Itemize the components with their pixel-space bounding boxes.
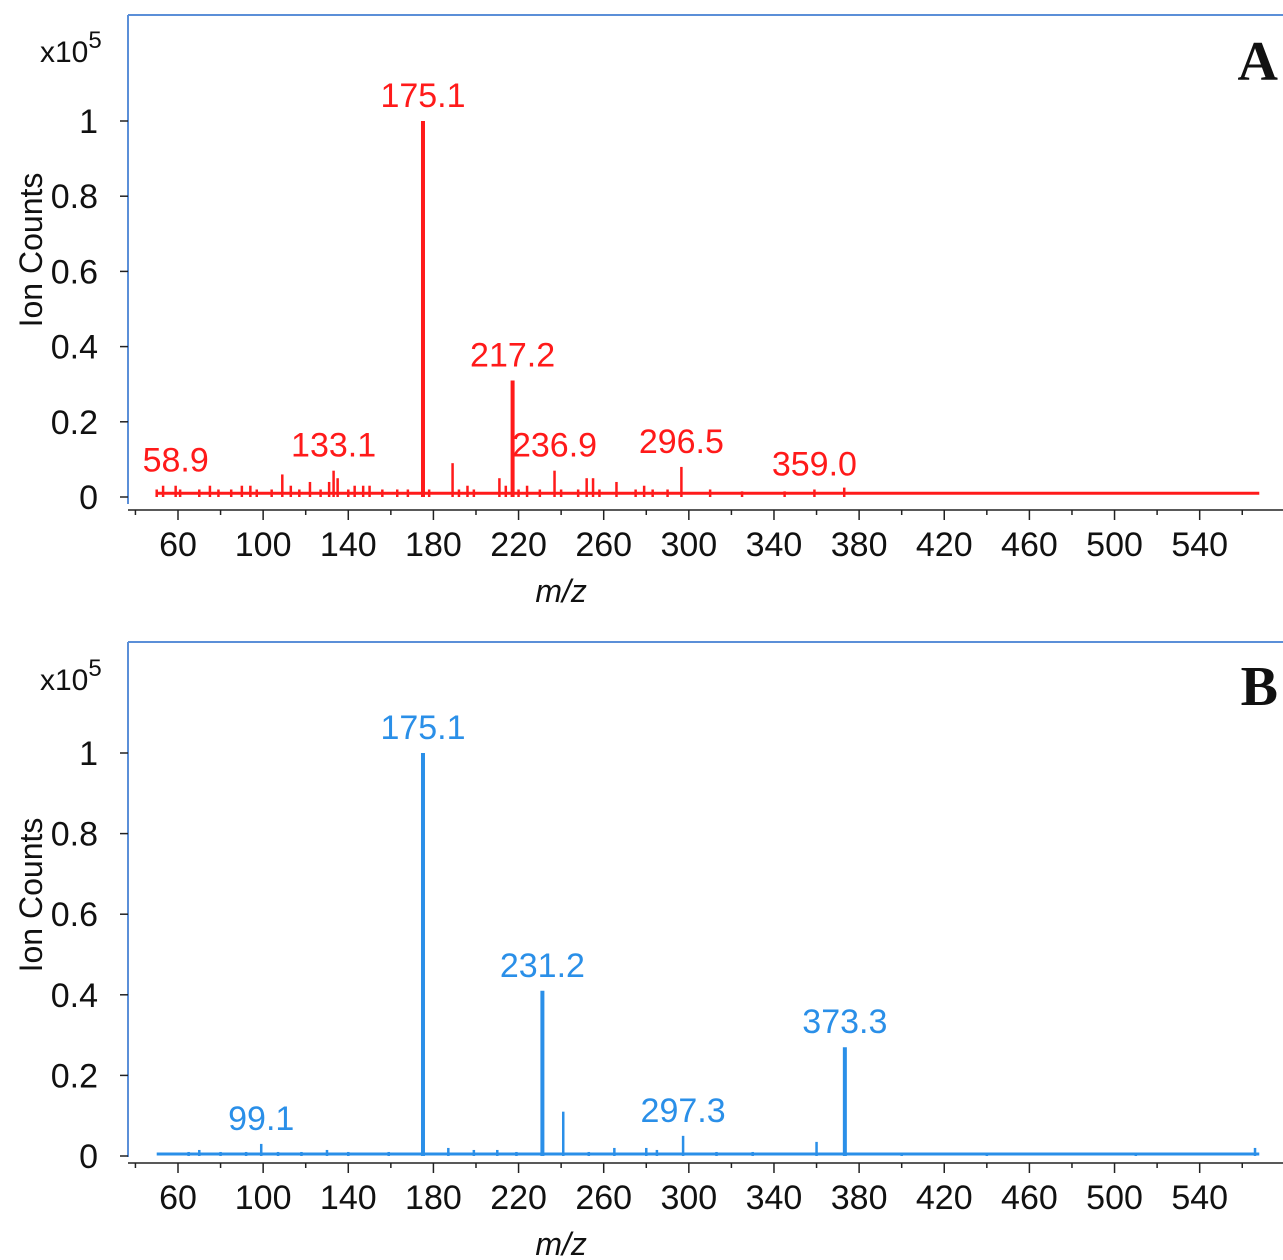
peak-label: 373.3 (802, 1003, 887, 1041)
y-tick-label: 0.8 (51, 816, 98, 854)
x-tick-label: 300 (660, 1179, 717, 1217)
y-tick-label: 0 (79, 1138, 98, 1176)
peak-label: 175.1 (380, 77, 465, 115)
x-tick-label: 260 (575, 1179, 632, 1217)
y-tick-label: 0.6 (51, 253, 98, 291)
panel-letter: B (1241, 656, 1278, 718)
peak-label: 359.0 (772, 445, 857, 483)
y-axis-title: Ion Counts (13, 818, 49, 973)
y-tick-label: 1 (79, 735, 98, 773)
y-tick-label: 0.4 (51, 329, 98, 367)
x-tick-label: 140 (320, 1179, 377, 1217)
y-tick-label: 0.2 (51, 404, 98, 442)
x-tick-label: 180 (405, 1179, 462, 1217)
peak-label: 133.1 (291, 427, 376, 465)
x-tick-label: 140 (320, 526, 377, 564)
x-tick-label: 60 (159, 1179, 197, 1217)
y-tick-label: 1 (79, 103, 98, 141)
chart-panel-b: 60 100 140 180 220 260 300 340 380 420 460 500 540 0 0… (13, 641, 1283, 1260)
x-axis-title: m/z (535, 573, 587, 609)
peak-label: 236.9 (512, 427, 597, 465)
chart-panel-a: 60 100 140 180 220 260 300 340 380 420 460 500 540 0 0… (13, 14, 1283, 609)
x-tick-label: 380 (831, 526, 888, 564)
x-tick-label: 340 (746, 1179, 803, 1217)
y-tick-label: 0.4 (51, 977, 98, 1015)
y-scale-factor: x105 (40, 27, 102, 69)
x-tick-label: 340 (746, 526, 803, 564)
y-tick-label: 0.6 (51, 896, 98, 934)
x-tick-label: 540 (1171, 1179, 1228, 1217)
x-tick-label: 180 (405, 526, 462, 564)
y-tick-label: 0.2 (51, 1057, 98, 1095)
x-tick-label: 60 (159, 526, 197, 564)
peak-label: 231.2 (500, 947, 585, 985)
x-tick-label: 300 (660, 526, 717, 564)
x-tick-label: 500 (1086, 526, 1143, 564)
y-tick-label: 0 (79, 479, 98, 517)
panel-letter: A (1238, 31, 1279, 93)
x-tick-label: 220 (490, 526, 547, 564)
x-tick-label: 100 (235, 526, 292, 564)
peak-label: 99.1 (228, 1100, 294, 1138)
y-axis-title: Ion Counts (13, 173, 49, 328)
x-tick-label: 500 (1086, 1179, 1143, 1217)
peak-label: 58.9 (143, 442, 209, 480)
x-tick-label: 460 (1001, 526, 1058, 564)
x-tick-label: 260 (575, 526, 632, 564)
x-axis-title: m/z (535, 1226, 587, 1260)
y-scale-factor: x105 (40, 655, 102, 697)
x-tick-label: 220 (490, 1179, 547, 1217)
x-tick-label: 420 (916, 1179, 973, 1217)
peak-label: 296.5 (639, 423, 724, 461)
x-tick-label: 380 (831, 1179, 888, 1217)
x-tick-label: 100 (235, 1179, 292, 1217)
peak-label: 175.1 (380, 709, 465, 747)
y-tick-label: 0.8 (51, 178, 98, 216)
x-tick-label: 460 (1001, 1179, 1058, 1217)
x-tick-label: 540 (1171, 526, 1228, 564)
peak-label: 217.2 (470, 336, 555, 374)
peak-label: 297.3 (641, 1092, 726, 1130)
x-tick-label: 420 (916, 526, 973, 564)
